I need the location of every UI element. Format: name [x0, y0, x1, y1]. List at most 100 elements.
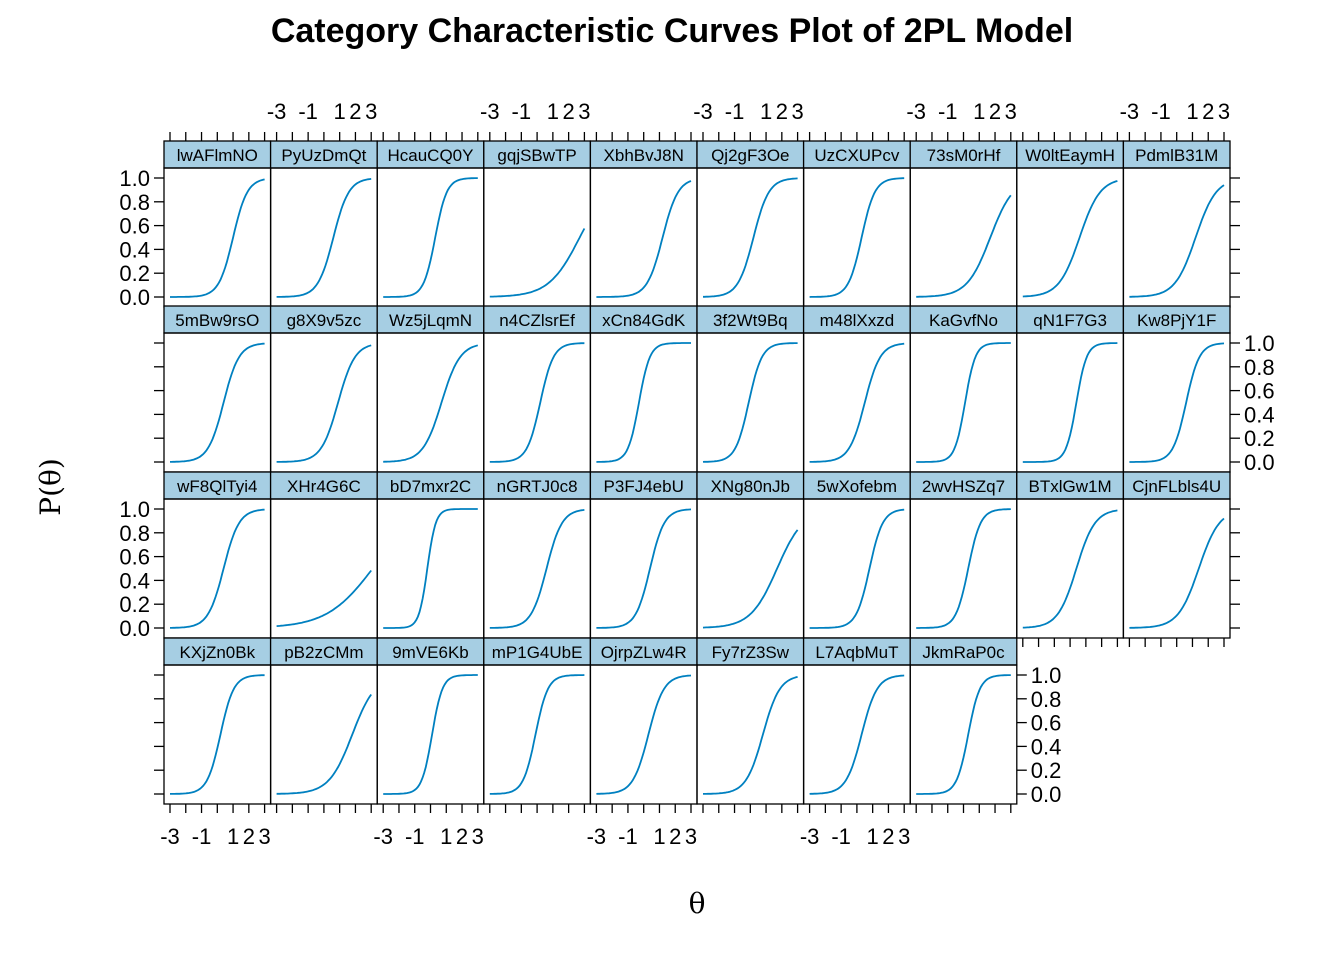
- panel-frame: [1016, 332, 1125, 473]
- panel-strip-label: PdmlB31M: [1135, 146, 1218, 165]
- x-axis-ticks: [595, 132, 692, 141]
- x-axis-ticks: -3 -1 1 2 3: [587, 804, 697, 849]
- x-tick-label: -1: [725, 99, 745, 124]
- panel: pB2zCMm: [269, 637, 378, 805]
- x-tick-label: 1: [547, 99, 559, 124]
- panel-strip: [483, 305, 592, 334]
- ccc-curve: [1022, 180, 1118, 298]
- panel-frame: [163, 664, 272, 805]
- panel: 3f2Wt9Bq: [696, 305, 805, 473]
- x-axis-label: θ: [689, 887, 706, 920]
- axes-layer: -3 -1 1 2 3 -3 -1 1 2 3 -3 -1 1 2 3 -3 -1 1 2 3 -3 -1 1 2 3-3 -1 1…: [119, 99, 1274, 849]
- panel: xCn84GdK: [589, 305, 698, 473]
- panel-strip: [802, 140, 911, 169]
- panel-strip-label: OjrpZLw4R: [601, 643, 687, 662]
- panel-strip-label: JkmRaP0c: [922, 643, 1005, 662]
- panel-strip-label: 9mVE6Kb: [392, 643, 469, 662]
- ccc-curve: [916, 342, 1011, 463]
- y-tick-label: 1.0: [119, 497, 150, 522]
- panel-frame: [483, 498, 592, 639]
- ccc-curve: [702, 342, 798, 463]
- ccc-curve: [1129, 184, 1225, 298]
- panel-frame: [909, 498, 1018, 639]
- panel-strip-label: lwAFlmNO: [177, 146, 258, 165]
- panel-strip-label: bD7mxr2C: [390, 477, 471, 496]
- ccc-curve: [383, 177, 478, 298]
- x-tick-label: 2: [243, 824, 255, 849]
- panel-strip: [1016, 305, 1125, 334]
- x-tick-label: 2: [776, 99, 788, 124]
- ccc-curve: [702, 529, 799, 629]
- panel-strip-label: pB2zCMm: [284, 643, 363, 662]
- y-axis-ticks: [1230, 177, 1240, 298]
- panel-strip: [909, 637, 1018, 666]
- panel: Qj2gF3Oe: [696, 140, 805, 308]
- panel-strip: [589, 140, 698, 169]
- x-tick-label: 3: [1005, 99, 1017, 124]
- y-tick-label: 0.6: [1244, 379, 1275, 404]
- ccc-curve: [170, 674, 265, 795]
- y-tick-label: 0.8: [119, 521, 150, 546]
- y-tick-label: 0.4: [119, 237, 150, 262]
- panel-strip-label: UzCXUPcv: [814, 146, 900, 165]
- y-tick-label: 0.2: [119, 261, 150, 286]
- x-axis-ticks: [915, 804, 1012, 813]
- panel-frame: [269, 332, 378, 473]
- y-tick-label: 0.4: [119, 568, 150, 593]
- panel-strip: [269, 637, 378, 666]
- x-tick-label: 3: [685, 824, 697, 849]
- ccc-curve: [170, 178, 265, 298]
- ccc-curve: [809, 508, 905, 629]
- ccc-curve: [383, 674, 478, 795]
- panel-strip-label: gqjSBwTP: [497, 146, 576, 165]
- x-tick-label: -1: [831, 824, 851, 849]
- ccc-curve: [809, 674, 905, 795]
- panel-strip: [1122, 140, 1231, 169]
- panel-strip-label: qN1F7G3: [1033, 311, 1107, 330]
- panel-strip: [163, 140, 272, 169]
- x-tick-label: 2: [669, 824, 681, 849]
- panel: 73sM0rHf: [909, 140, 1018, 308]
- x-tick-label: -3: [373, 824, 393, 849]
- panel-strip-label: L7AqbMuT: [815, 643, 898, 662]
- x-axis-ticks: -3 -1 1 2 3: [800, 804, 910, 849]
- y-tick-label: 1.0: [119, 166, 150, 191]
- panel-strip-label: g8X9v5zc: [287, 311, 362, 330]
- panel-frame: [269, 498, 378, 639]
- panel-strip-label: Wz5jLqmN: [389, 311, 472, 330]
- panel-strip-label: PyUzDmQt: [281, 146, 366, 165]
- panel-strip-label: XNg80nJb: [711, 477, 790, 496]
- y-axis-ticks: 0.00.20.40.60.81.0: [1230, 331, 1275, 475]
- x-tick-label: 2: [1202, 99, 1214, 124]
- x-tick-label: -3: [1120, 99, 1140, 124]
- x-axis-ticks: [702, 804, 799, 813]
- y-tick-label: 0.8: [1244, 355, 1275, 380]
- panel: JkmRaP0c: [909, 637, 1018, 805]
- panel-strip: [376, 471, 485, 500]
- y-tick-label: 1.0: [1031, 663, 1062, 688]
- x-tick-label: 2: [989, 99, 1001, 124]
- ccc-curve: [703, 676, 798, 795]
- panel: Kw8PjY1F: [1122, 305, 1231, 473]
- x-tick-label: -1: [1151, 99, 1171, 124]
- x-tick-label: 3: [898, 824, 910, 849]
- panel-frame: [163, 498, 272, 639]
- panel: g8X9v5zc: [269, 305, 378, 473]
- panel-strip-label: W0ltEaymH: [1025, 146, 1115, 165]
- panel-strip-label: 5wXofebm: [817, 477, 897, 496]
- y-axis-ticks: [1230, 508, 1240, 629]
- x-axis-ticks: [808, 132, 905, 141]
- panel-frame: [163, 332, 272, 473]
- panel-frame: [483, 332, 592, 473]
- ccc-curve: [489, 674, 585, 795]
- panel-strip-label: KXjZn0Bk: [180, 643, 256, 662]
- panel-frame: [1122, 498, 1231, 639]
- panel: qN1F7G3: [1016, 305, 1125, 473]
- x-tick-label: -3: [480, 99, 500, 124]
- x-tick-label: 1: [973, 99, 985, 124]
- x-tick-label: 1: [1186, 99, 1198, 124]
- panel-frame: [589, 664, 698, 805]
- ccc-curve: [276, 178, 372, 298]
- panel-strip-label: Fy7rZ3Sw: [712, 643, 790, 662]
- panel: P3FJ4ebU: [589, 471, 698, 639]
